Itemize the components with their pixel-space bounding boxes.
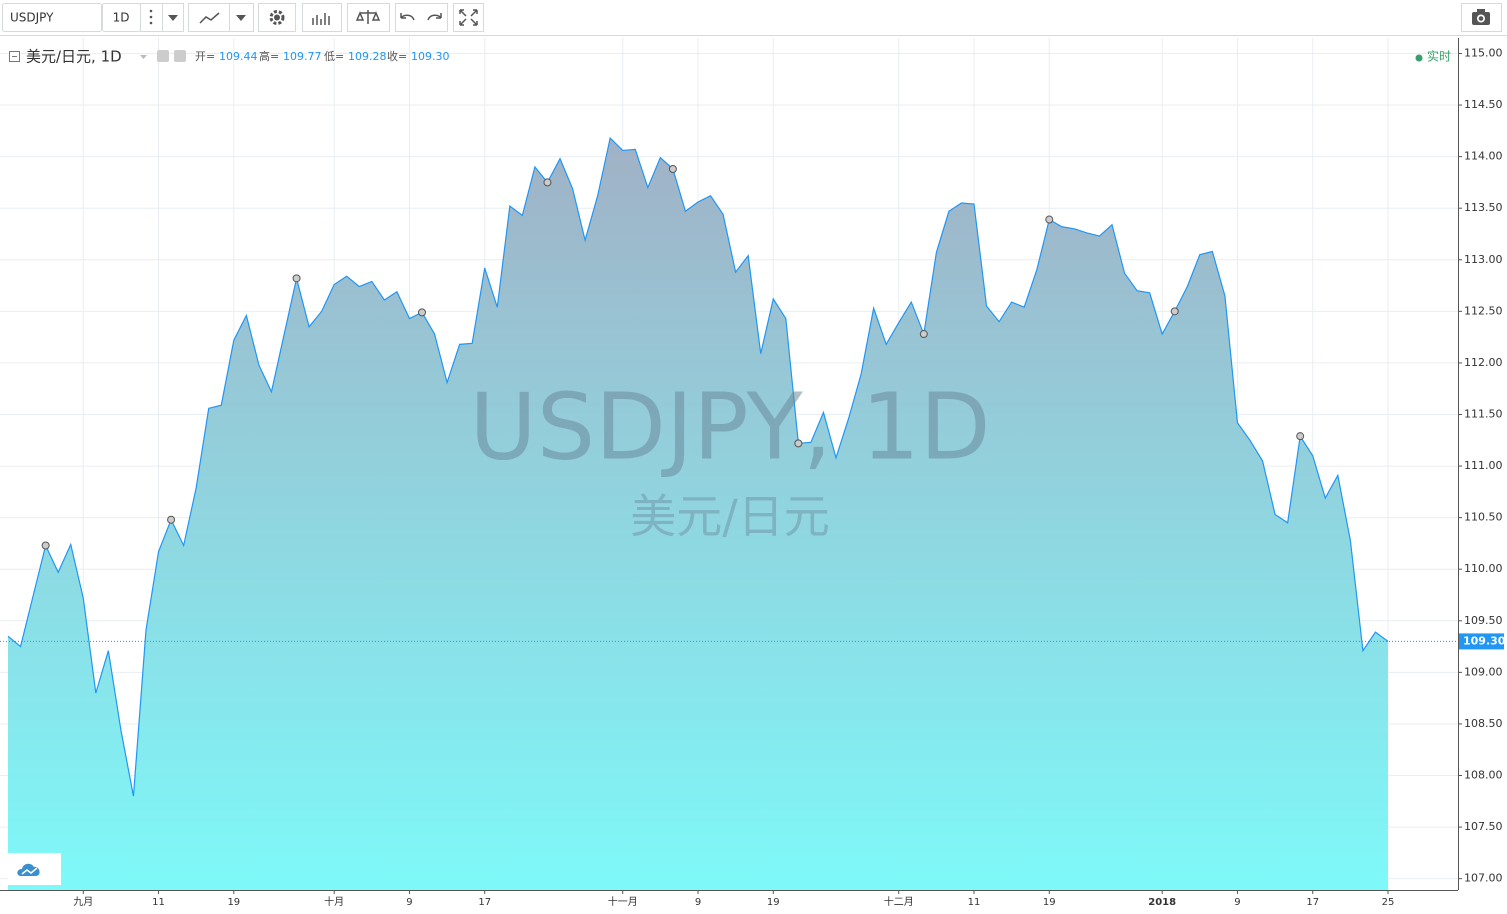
y-tick-label: 112.00 bbox=[1464, 356, 1503, 369]
y-tick-label: 110.50 bbox=[1464, 511, 1503, 524]
series bbox=[7, 136, 1389, 890]
event-marker bbox=[1045, 215, 1054, 224]
compare-icon bbox=[355, 10, 381, 24]
ohlc-value: 109.30 bbox=[411, 50, 450, 63]
ohlc-value: 109.28 bbox=[348, 50, 387, 63]
y-tick-label: 109.00 bbox=[1464, 665, 1503, 678]
event-marker bbox=[292, 274, 301, 283]
gear-icon bbox=[269, 10, 285, 25]
x-tick-label: 9 bbox=[406, 897, 412, 908]
x-tick-label: 十月 bbox=[324, 895, 344, 908]
legend-caret bbox=[140, 55, 147, 59]
caret bbox=[236, 15, 246, 21]
y-tick-label: 107.00 bbox=[1464, 872, 1503, 885]
symbol-text: USDJPY bbox=[10, 11, 54, 25]
y-tick-label: 115.00 bbox=[1464, 46, 1503, 59]
status-text: 实时 bbox=[1427, 49, 1451, 64]
event-marker bbox=[919, 330, 928, 339]
x-tick-label: 17 bbox=[478, 897, 491, 908]
overlay: 107.00 107.50 108.00 108.50 109.00 109.50 110.… bbox=[0, 38, 1506, 908]
last-price-box bbox=[1459, 633, 1504, 650]
ohlc-key: 收= bbox=[387, 49, 407, 63]
chart-style-button[interactable] bbox=[188, 3, 230, 32]
logo-line bbox=[21, 867, 38, 875]
event-marker bbox=[41, 541, 50, 550]
camera-lens-inner bbox=[1478, 16, 1484, 21]
area-fill bbox=[8, 138, 1388, 890]
x-tick-label: 9 bbox=[1234, 897, 1240, 908]
legend: 美元/日元, 1D 开= 109.44 高= 109.77 低= 109.28 收= 109.… bbox=[9, 48, 1451, 66]
last-price-label: 109.30 bbox=[1463, 634, 1506, 647]
y-tick-label: 111.00 bbox=[1464, 459, 1503, 472]
camera-top bbox=[1477, 9, 1485, 13]
event-marker bbox=[167, 515, 176, 524]
indicators-button[interactable] bbox=[302, 3, 342, 32]
undo-icon bbox=[400, 13, 415, 21]
caret bbox=[168, 15, 178, 21]
y-tick-label: 114.50 bbox=[1464, 98, 1503, 111]
x-tick-label: 19 bbox=[1043, 897, 1056, 908]
ohlc: 开= 109.44 高= 109.77 低= 109.28 收= 109.30 bbox=[195, 49, 450, 63]
ohlc-key: 开= bbox=[195, 50, 215, 63]
line-icon bbox=[199, 12, 220, 24]
dot bbox=[149, 15, 153, 19]
x-tick-label: 十一月 bbox=[608, 895, 638, 908]
ohlc-value: 109.44 bbox=[219, 50, 258, 63]
toolbar: USDJPY 1D bbox=[0, 0, 1507, 36]
x-tick-label: 2018 bbox=[1148, 897, 1176, 908]
area-line bbox=[7, 136, 1389, 797]
x-tick-label: 19 bbox=[227, 897, 240, 908]
gear-center bbox=[274, 14, 280, 21]
event-marker bbox=[1170, 307, 1179, 316]
ohlc-key: 高= bbox=[259, 49, 279, 63]
event-marker bbox=[794, 439, 803, 448]
fullscreen-icon bbox=[459, 9, 478, 26]
ohlc-key: 低= bbox=[324, 50, 344, 63]
dot bbox=[149, 21, 153, 25]
status-dot bbox=[1415, 54, 1423, 62]
redo-icon bbox=[427, 13, 442, 21]
interval-text: 1D bbox=[113, 11, 130, 25]
y-tick-label: 113.50 bbox=[1464, 201, 1503, 214]
x-tick-label: 17 bbox=[1306, 897, 1319, 908]
x-tick-label: 19 bbox=[767, 897, 780, 908]
watermark-description: 美元/日元 bbox=[630, 490, 830, 544]
y-tick-label: 109.50 bbox=[1464, 614, 1503, 627]
x-tick-label: 25 bbox=[1382, 897, 1395, 908]
y-tick-label: 108.00 bbox=[1464, 769, 1503, 782]
x-tick-label: 九月 bbox=[73, 896, 93, 908]
event-marker bbox=[1296, 432, 1305, 441]
watermark-symbol: USDJPY, 1D bbox=[469, 373, 990, 480]
x-tick-label: 9 bbox=[695, 897, 701, 908]
legend-icon[interactable] bbox=[157, 50, 169, 62]
dot bbox=[149, 9, 153, 13]
x-tick-label: 11 bbox=[152, 897, 165, 908]
y-tick-label: 108.50 bbox=[1464, 717, 1503, 730]
legend-title: 美元/日元, 1D bbox=[26, 48, 122, 66]
symbol-input[interactable] bbox=[2, 3, 102, 32]
watermark: USDJPY, 1D 美元/日元 bbox=[469, 373, 990, 543]
indicators-icon bbox=[312, 13, 330, 25]
y-tick-label: 111.50 bbox=[1464, 407, 1503, 420]
x-tick-label: 十二月 bbox=[884, 895, 914, 908]
event-marker bbox=[543, 178, 552, 187]
y-tick-label: 112.50 bbox=[1464, 304, 1503, 317]
event-marker bbox=[418, 308, 426, 317]
legend-icon[interactable] bbox=[174, 50, 186, 62]
x-tick-label: 11 bbox=[968, 897, 981, 908]
y-tick-label: 113.00 bbox=[1464, 253, 1503, 266]
y-tick-label: 110.00 bbox=[1464, 562, 1503, 575]
y-tick-label: 114.00 bbox=[1464, 150, 1503, 163]
y-tick-label: 107.50 bbox=[1464, 820, 1503, 833]
fullscreen-button[interactable] bbox=[453, 3, 484, 32]
event-marker bbox=[668, 164, 677, 173]
ohlc-value: 109.77 bbox=[283, 50, 322, 63]
